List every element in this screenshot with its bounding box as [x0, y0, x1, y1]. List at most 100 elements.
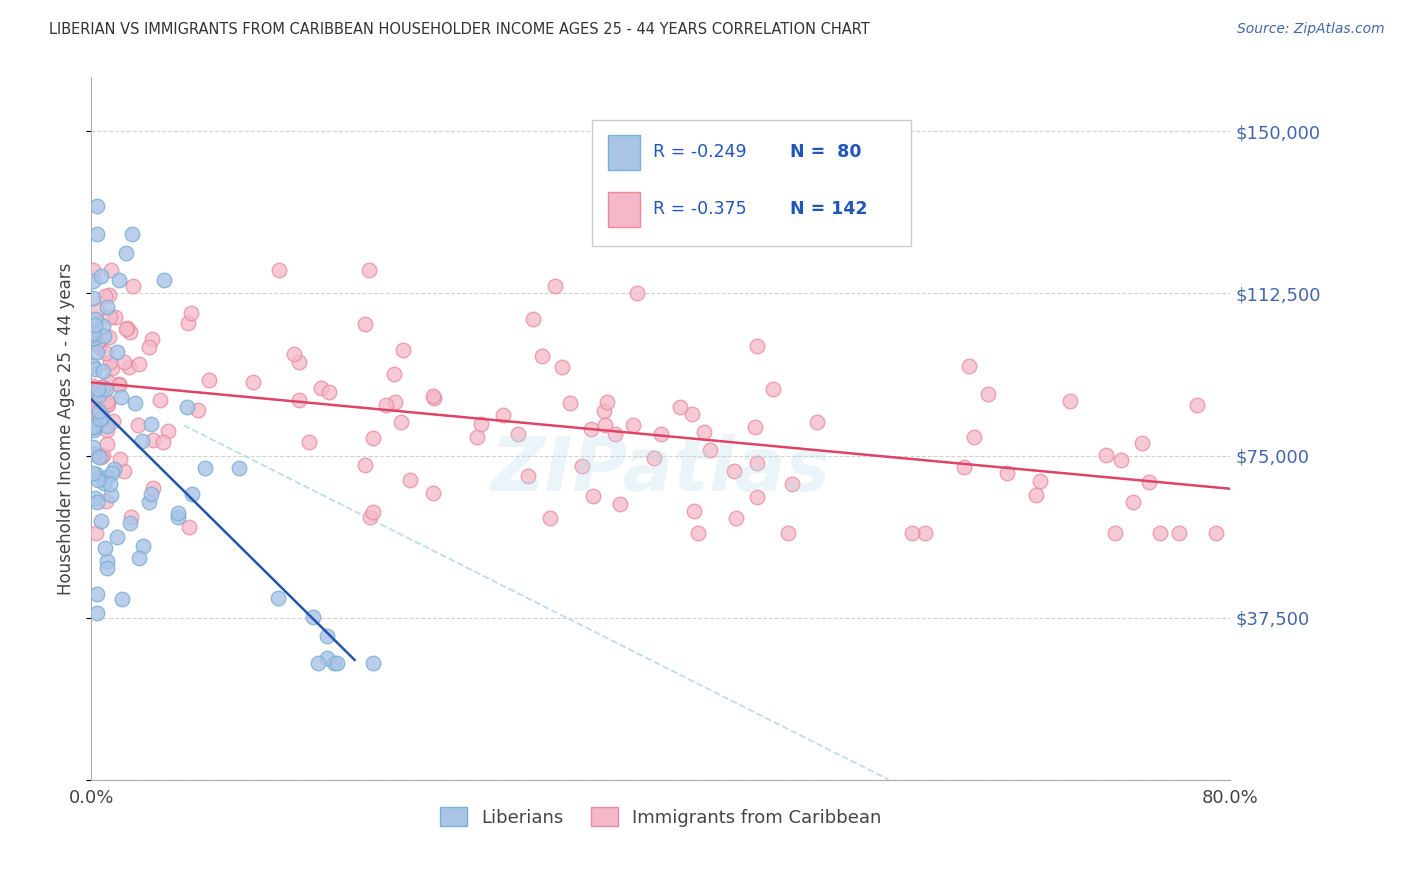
Point: [82, 419, 104, 434]
Point: [86, 303, 108, 318]
Point: [112, 464, 135, 478]
Point: [110, 452, 132, 467]
Point: [90, 409, 112, 424]
Point: [107, 377, 129, 392]
Point: [725, 510, 748, 524]
Point: [267, 591, 290, 606]
Point: [176, 400, 198, 414]
Point: [105, 530, 128, 544]
Point: [357, 262, 380, 277]
Point: [422, 485, 444, 500]
Point: [806, 415, 828, 429]
Y-axis label: Householder Income Ages 25 - 44 years: Householder Income Ages 25 - 44 years: [58, 262, 75, 595]
Point: [86, 227, 108, 241]
Point: [1137, 475, 1160, 490]
Point: [167, 506, 190, 520]
Point: [87, 403, 110, 417]
Point: [131, 434, 153, 448]
Point: [593, 404, 616, 418]
Point: [1025, 487, 1047, 501]
Point: [177, 520, 200, 534]
Point: [603, 427, 626, 442]
Point: [115, 321, 138, 335]
Point: [91, 380, 114, 394]
Point: [101, 413, 124, 427]
Point: [198, 373, 221, 387]
Point: [1205, 526, 1227, 541]
Point: [384, 394, 406, 409]
Point: [465, 430, 488, 444]
Point: [84, 419, 107, 434]
Point: [122, 279, 145, 293]
Point: [89, 340, 111, 354]
Point: [82, 421, 104, 435]
Point: [1130, 436, 1153, 450]
Point: [97, 375, 120, 389]
Point: [96, 382, 118, 396]
Point: [1104, 526, 1126, 541]
Point: [91, 380, 114, 394]
Point: [522, 311, 544, 326]
Point: [96, 345, 118, 359]
Point: [83, 312, 105, 326]
Point: [86, 587, 108, 601]
Point: [82, 262, 104, 277]
Text: ZIPatlas: ZIPatlas: [491, 434, 831, 508]
Point: [283, 347, 305, 361]
Point: [242, 375, 264, 389]
Point: [963, 430, 986, 444]
Point: [82, 378, 104, 392]
Point: [181, 487, 204, 501]
Point: [118, 516, 141, 530]
Point: [91, 319, 114, 334]
Point: [101, 467, 124, 481]
Point: [82, 291, 104, 305]
Point: [152, 434, 174, 449]
Point: [745, 456, 768, 470]
Point: [96, 554, 118, 568]
Point: [744, 419, 766, 434]
Point: [91, 383, 114, 397]
Point: [309, 381, 332, 395]
Point: [86, 199, 108, 213]
Point: [423, 391, 446, 405]
Point: [83, 423, 105, 437]
Point: [723, 464, 745, 478]
Point: [149, 392, 172, 407]
Point: [392, 343, 415, 357]
Point: [128, 551, 150, 566]
Point: [682, 504, 704, 518]
Point: [609, 497, 631, 511]
Point: [83, 361, 105, 376]
Point: [108, 273, 131, 287]
Point: [152, 272, 174, 286]
Point: [82, 440, 104, 454]
Point: [187, 402, 209, 417]
Point: [91, 388, 114, 402]
Point: [86, 474, 108, 488]
Point: [93, 541, 115, 555]
Point: [83, 447, 105, 461]
Point: [142, 481, 165, 495]
Point: [128, 357, 150, 371]
Point: [131, 539, 153, 553]
Point: [596, 395, 619, 409]
Point: [762, 382, 785, 396]
Point: [1149, 526, 1171, 541]
Point: [382, 367, 405, 381]
Point: [1059, 394, 1081, 409]
Point: [96, 300, 118, 314]
Point: [96, 437, 118, 451]
Point: [82, 327, 104, 342]
Point: [901, 526, 924, 541]
Point: [560, 396, 582, 410]
Point: [104, 310, 127, 324]
Point: [142, 433, 165, 447]
Point: [97, 330, 120, 344]
Point: [89, 406, 111, 420]
Point: [307, 656, 329, 670]
Point: [124, 396, 146, 410]
Point: [693, 425, 716, 439]
Point: [98, 355, 121, 369]
Point: [745, 491, 768, 505]
